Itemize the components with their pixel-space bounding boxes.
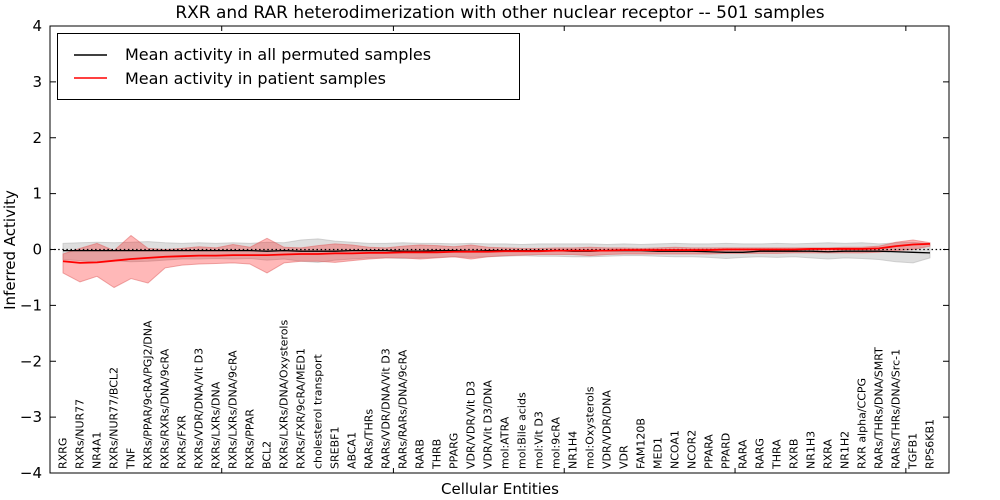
x-category-label: RXRB: [788, 439, 801, 469]
x-category-label: RARG: [754, 438, 767, 469]
x-category-labels: RXRG RXRs/NUR77 NR4A1 RXRs/NUR77/BCL2 TNF RXR…: [57, 320, 937, 470]
legend: Mean activity in all permuted samples Me…: [57, 33, 520, 100]
x-category-label: NCOR2: [686, 430, 699, 469]
x-category-label: RXR alpha/CCPG: [856, 378, 869, 469]
legend-item-patient: Mean activity in patient samples: [73, 67, 509, 91]
y-tick-label: −4: [20, 464, 42, 482]
y-tick-label: 1: [32, 185, 42, 203]
patient-mean-line: [62, 243, 931, 264]
x-category-label: RARA: [737, 439, 750, 469]
x-category-label: RXRs/LXRs/DNA: [210, 381, 223, 469]
y-tick-label: −2: [20, 352, 42, 370]
y-tick-label: 4: [32, 17, 42, 35]
x-category-label: RARB: [414, 439, 427, 469]
y-tick-label: 2: [32, 129, 42, 147]
x-category-label: RXRs/RXRs/DNA/9cRA: [159, 348, 172, 469]
x-category-label: THRB: [431, 439, 444, 470]
x-axis-title: Cellular Entities: [441, 480, 559, 498]
x-category-label: NR1H3: [805, 431, 818, 469]
legend-label-patient: Mean activity in patient samples: [125, 68, 386, 88]
x-category-label: RXRs/LXRs/DNA/Oxysterols: [278, 320, 291, 469]
x-category-label: RPS6KB1: [924, 419, 937, 469]
x-category-label: NR4A1: [91, 432, 104, 469]
x-category-label: RXRA: [822, 439, 835, 469]
x-category-label: NCOA1: [669, 430, 682, 469]
x-category-label: RARs/THRs: [363, 409, 376, 469]
patient-band: [62, 235, 931, 288]
y-tick-label: −1: [20, 296, 42, 314]
x-category-label: ABCA1: [346, 432, 359, 469]
x-ticks: [221, 26, 907, 473]
legend-line-permuted-icon: [74, 54, 107, 56]
x-category-label: VDR: [618, 445, 631, 469]
x-category-label: THRA: [771, 439, 784, 470]
x-category-label: RXRs/PPAR: [244, 409, 257, 469]
x-category-label: mol:Bile acids: [516, 392, 529, 469]
x-category-label: mol:Vit D3: [533, 411, 546, 469]
x-category-label: RXRG: [57, 438, 70, 469]
y-axis-title: Inferred Activity: [1, 190, 19, 310]
x-category-label: mol:Oxysterols: [584, 386, 597, 469]
x-category-label: PPARD: [720, 433, 733, 469]
x-category-label: RARs/RARs/DNA/9cRA: [397, 349, 410, 469]
x-category-label: VDR/VDR/Vit D3: [465, 381, 478, 469]
legend-line-patient-icon: [74, 77, 107, 79]
legend-item-permuted: Mean activity in all permuted samples: [73, 43, 509, 67]
x-category-label: cholesterol transport: [312, 354, 325, 469]
y-tick-label: 0: [32, 241, 42, 259]
x-category-label: PPARA: [703, 434, 716, 469]
y-tick-label: 3: [32, 73, 42, 91]
x-category-label: VDR/VDR/DNA: [601, 390, 614, 469]
x-category-label: RARs/THRs/DNA/Src-1: [890, 349, 903, 469]
x-category-label: mol:9cRA: [550, 417, 563, 469]
x-category-label: NR1H4: [567, 431, 580, 469]
x-category-label: FAM120B: [635, 418, 648, 469]
x-category-label: SREBF1: [329, 427, 342, 469]
legend-label-permuted: Mean activity in all permuted samples: [125, 45, 432, 65]
x-category-label: MED1: [652, 437, 665, 469]
x-category-label: RXRs/NUR77: [74, 399, 87, 469]
x-category-label: NR1H2: [839, 431, 852, 469]
x-category-label: RXRs/FXR/9cRA/MED1: [295, 348, 308, 469]
x-category-label: RXRs/FXR: [176, 415, 189, 469]
y-ticks: 4 3 2 1 0 −1 −2 −3 −4: [20, 17, 949, 482]
x-category-label: PPARG: [448, 433, 461, 469]
x-category-label: BCL2: [261, 441, 274, 469]
x-category-label: RARs/VDR/DNA/Vit D3: [380, 348, 393, 469]
x-category-label: RXRs/VDR/DNA/Vit D3: [193, 348, 206, 469]
x-category-label: RXRs/PPAR/9cRA/PGJ2/DNA: [142, 320, 155, 469]
x-category-label: TGFB1: [907, 433, 920, 470]
x-category-label: RXRs/NUR77/BCL2: [108, 367, 121, 469]
x-category-label: mol:ATRA: [499, 416, 512, 469]
x-category-label: TNF: [125, 448, 138, 470]
y-tick-label: −3: [20, 408, 42, 426]
chart-title: RXR and RAR heterodimerization with othe…: [175, 3, 825, 23]
x-category-label: RXRs/LXRs/DNA/9cRA: [227, 350, 240, 469]
x-category-label: RARs/THRs/DNA/SMRT: [873, 347, 886, 469]
x-category-label: VDR/Vit D3/DNA: [482, 380, 495, 469]
